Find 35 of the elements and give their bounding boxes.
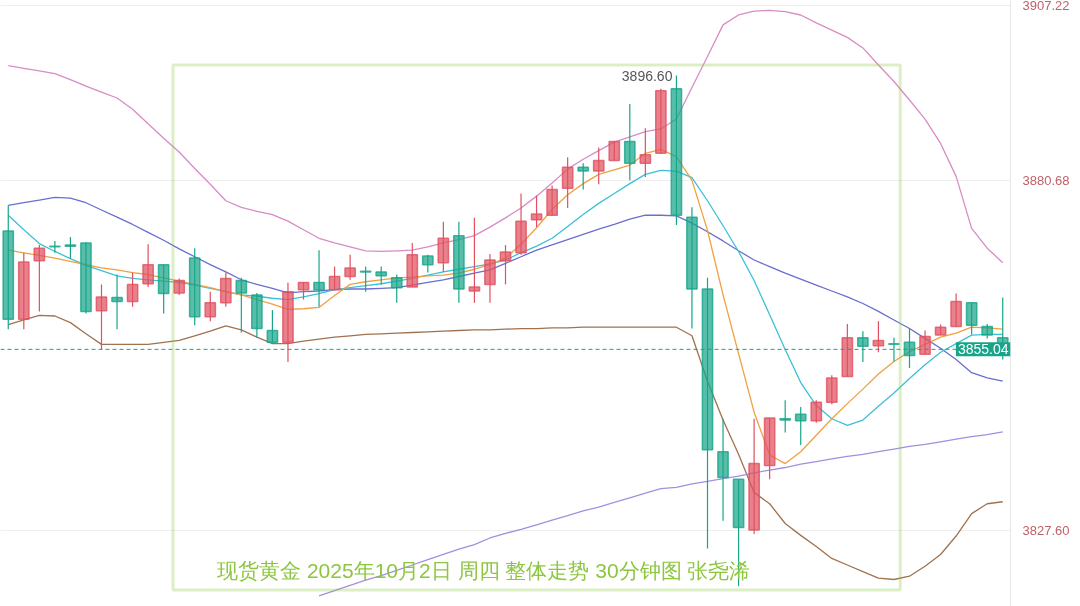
candlestick <box>965 302 978 336</box>
ref-line-label: 3855.04 <box>957 341 1009 358</box>
candlestick <box>608 140 621 162</box>
candlestick <box>468 217 481 304</box>
candlestick <box>359 266 372 293</box>
candlestick <box>328 266 341 291</box>
candlestick <box>623 103 636 181</box>
candlestick <box>779 399 792 434</box>
candlestick <box>794 406 807 446</box>
candlestick <box>313 249 325 308</box>
candlestick <box>530 194 543 228</box>
candlestick <box>810 399 823 424</box>
candlestick <box>266 309 279 344</box>
candlestick <box>111 273 123 330</box>
candlestick <box>592 146 605 185</box>
candlestick <box>142 243 154 288</box>
y-tick-label: 3907.22 <box>1022 0 1070 14</box>
candlestick <box>344 254 356 281</box>
line-series <box>7 9 1004 264</box>
y-tick-label: 3827.60 <box>1022 522 1070 538</box>
candlestick <box>204 291 217 322</box>
y-tick-label: 3880.68 <box>1022 172 1070 188</box>
candlestick <box>561 156 574 209</box>
candlestick <box>235 277 248 334</box>
candlestick <box>95 283 108 351</box>
annotation: 3896.60 <box>621 67 673 84</box>
candlestick <box>577 162 590 191</box>
candlestick <box>390 273 403 304</box>
candlestick <box>919 329 931 355</box>
candlestick <box>126 271 139 308</box>
candlestick <box>499 244 512 285</box>
candlestick <box>49 240 61 254</box>
candlestick <box>64 236 77 260</box>
candlestick <box>639 127 652 178</box>
candlestick <box>33 244 46 312</box>
